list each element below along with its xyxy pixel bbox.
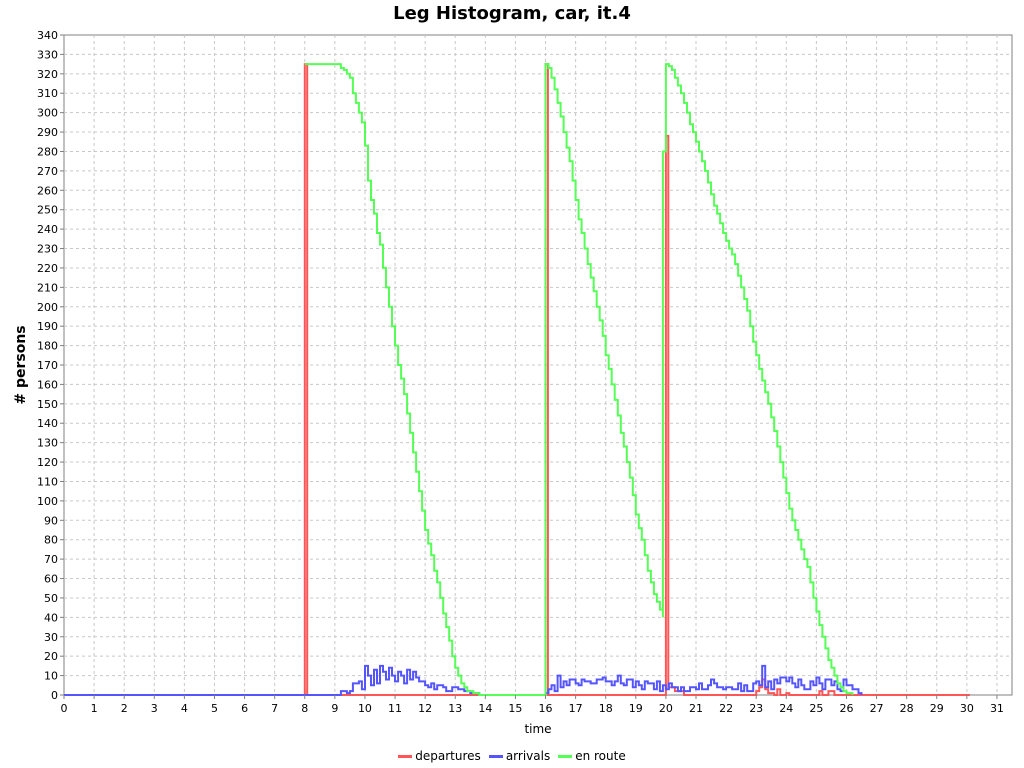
legend-item-departures: departures [398,749,481,763]
x-tick-label: 27 [870,702,884,715]
x-tick-label: 0 [61,702,68,715]
x-tick-label: 12 [418,702,432,715]
x-tick-label: 25 [809,702,823,715]
y-tick-label: 160 [37,378,58,391]
x-tick-label: 29 [930,702,944,715]
y-tick-label: 300 [37,107,58,120]
grid [64,35,1012,695]
y-tick-label: 130 [37,437,58,450]
x-tick-label: 28 [900,702,914,715]
y-tick-label: 110 [37,475,58,488]
x-tick-label: 13 [448,702,462,715]
y-tick-label: 0 [51,689,58,702]
y-tick-label: 120 [37,456,58,469]
x-tick-label: 18 [599,702,613,715]
y-tick-label: 20 [44,650,58,663]
x-tick-label: 14 [478,702,492,715]
x-tick-label: 15 [508,702,522,715]
legend-swatch [398,755,413,758]
x-tick-label: 8 [301,702,308,715]
y-tick-label: 320 [37,68,58,81]
series-line-arrivals [64,664,863,696]
x-tick-label: 6 [241,702,248,715]
legend-label: en route [575,749,626,763]
y-tick-label: 250 [37,204,58,217]
x-tick-label: 2 [121,702,128,715]
y-tick-label: 60 [44,573,58,586]
y-tick-label: 310 [37,87,58,100]
x-tick-label: 26 [839,702,853,715]
x-tick-label: 16 [539,702,553,715]
y-tick-label: 190 [37,320,58,333]
y-tick-label: 40 [44,611,58,624]
y-tick-label: 30 [44,631,58,644]
y-tick-label: 70 [44,553,58,566]
legend-label: departures [415,749,481,763]
series-layer [64,63,970,696]
x-tick-label: 17 [569,702,583,715]
series-line-en-route [304,63,854,696]
legend-label: arrivals [505,749,551,763]
y-tick-label: 280 [37,145,58,158]
x-tick-label: 1 [91,702,98,715]
x-tick-label: 3 [151,702,158,715]
y-tick-label: 210 [37,281,58,294]
y-tick-label: 50 [44,592,58,605]
x-axis-label: time [524,722,551,736]
legend-item-en-route: en route [558,749,626,763]
x-tick-label: 22 [719,702,733,715]
x-tick-label: 7 [271,702,278,715]
x-tick-label: 5 [211,702,218,715]
y-tick-label: 220 [37,262,58,275]
y-tick-label: 140 [37,417,58,430]
x-tick-label: 20 [659,702,673,715]
y-tick-label: 340 [37,29,58,42]
y-tick-label: 80 [44,534,58,547]
x-tick-label: 19 [629,702,643,715]
x-tick-label: 11 [388,702,402,715]
x-tick-label: 10 [358,702,372,715]
y-tick-label: 170 [37,359,58,372]
x-tick-label: 30 [960,702,974,715]
x-tick-label: 4 [181,702,188,715]
x-tick-label: 23 [749,702,763,715]
y-tick-label: 260 [37,184,58,197]
legend: departures arrivals en route [0,749,1024,763]
y-tick-label: 240 [37,223,58,236]
y-tick-label: 100 [37,495,58,508]
legend-swatch [558,755,573,758]
axes: 0102030405060708090100110120130140150160… [37,29,1004,715]
x-tick-label: 21 [689,702,703,715]
y-tick-label: 10 [44,670,58,683]
y-tick-label: 180 [37,340,58,353]
y-tick-label: 150 [37,398,58,411]
x-tick-label: 24 [779,702,793,715]
x-tick-label: 9 [331,702,338,715]
y-tick-label: 200 [37,301,58,314]
legend-item-arrivals: arrivals [488,749,551,763]
y-tick-label: 90 [44,514,58,527]
x-tick-label: 31 [990,702,1004,715]
y-tick-label: 330 [37,48,58,61]
legend-swatch [488,755,503,758]
y-tick-label: 270 [37,165,58,178]
y-tick-label: 230 [37,243,58,256]
chart-title: Leg Histogram, car, it.4 [393,3,631,24]
y-axis-label: # persons [13,325,29,404]
y-tick-label: 290 [37,126,58,139]
